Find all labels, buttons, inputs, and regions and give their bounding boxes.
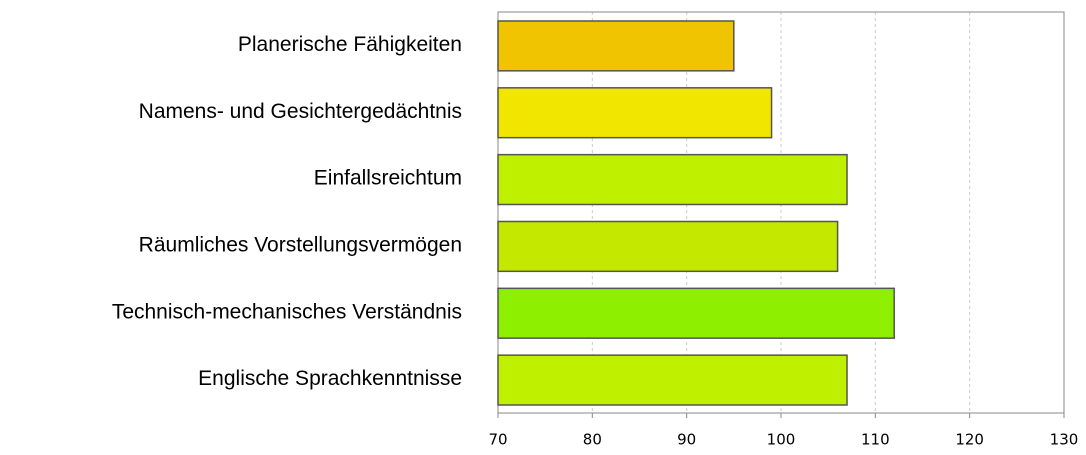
- x-tick-label: 130: [1050, 431, 1079, 449]
- bar: [497, 287, 895, 339]
- bar: [497, 220, 839, 273]
- bar: [497, 153, 848, 206]
- x-tick-label: 120: [955, 431, 984, 449]
- y-tick-label: Räumliches Vorstellungsvermögen: [139, 233, 462, 256]
- x-tick-label: 90: [677, 431, 696, 449]
- y-tick-label: Einfallsreichtum: [314, 167, 462, 190]
- x-tick-label: 70: [488, 431, 507, 449]
- y-tick-label: Namens- und Gesichtergedächtnis: [139, 100, 462, 123]
- x-tick-label: 100: [767, 431, 796, 449]
- x-tick-label: 80: [583, 431, 602, 449]
- bar: [497, 20, 735, 72]
- x-tick-label: 110: [861, 431, 890, 449]
- y-tick-label: Englische Sprachkenntnisse: [198, 367, 462, 390]
- y-tick-label: Planerische Fähigkeiten: [238, 33, 462, 56]
- y-tick-label: Technisch-mechanisches Verständnis: [112, 300, 462, 323]
- bar: [497, 87, 773, 139]
- bar: [497, 354, 848, 406]
- plot-frame: [497, 11, 1065, 414]
